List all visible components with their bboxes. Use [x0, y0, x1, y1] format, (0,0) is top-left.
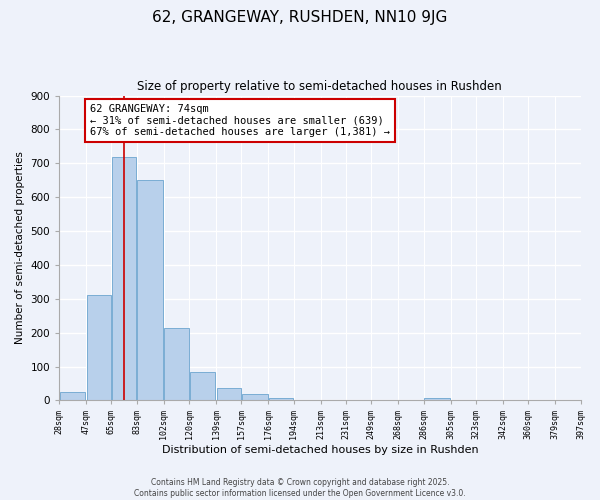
Bar: [424, 398, 450, 400]
Bar: [242, 394, 268, 400]
Bar: [137, 180, 163, 400]
Bar: [164, 328, 188, 400]
Bar: [217, 388, 241, 400]
Bar: [269, 398, 293, 400]
Text: 62, GRANGEWAY, RUSHDEN, NN10 9JG: 62, GRANGEWAY, RUSHDEN, NN10 9JG: [152, 10, 448, 25]
X-axis label: Distribution of semi-detached houses by size in Rushden: Distribution of semi-detached houses by …: [161, 445, 478, 455]
Bar: [190, 372, 215, 400]
Text: Contains HM Land Registry data © Crown copyright and database right 2025.
Contai: Contains HM Land Registry data © Crown c…: [134, 478, 466, 498]
Bar: [60, 392, 85, 400]
Y-axis label: Number of semi-detached properties: Number of semi-detached properties: [15, 152, 25, 344]
Text: 62 GRANGEWAY: 74sqm
← 31% of semi-detached houses are smaller (639)
67% of semi-: 62 GRANGEWAY: 74sqm ← 31% of semi-detach…: [90, 104, 390, 137]
Bar: [86, 296, 111, 401]
Title: Size of property relative to semi-detached houses in Rushden: Size of property relative to semi-detach…: [137, 80, 502, 93]
Bar: [112, 156, 136, 400]
